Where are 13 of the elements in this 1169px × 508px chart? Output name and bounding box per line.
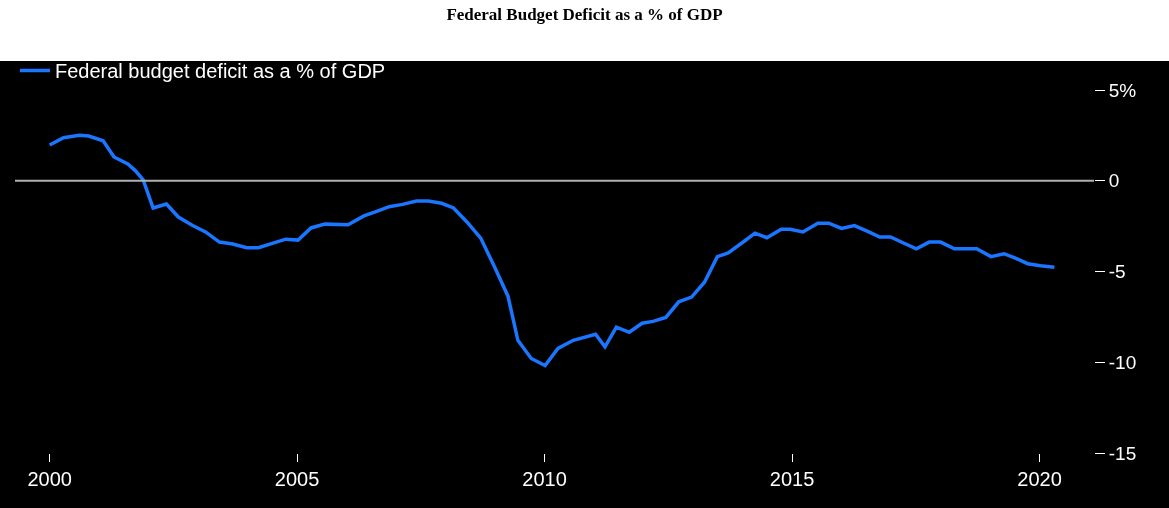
x-tick-label: 2020: [1017, 468, 1062, 490]
x-tick-label: 2000: [27, 468, 72, 490]
x-tick-label: 2015: [769, 468, 815, 490]
y-tick-label: -15: [1108, 442, 1137, 464]
y-tick-label: 0: [1108, 170, 1120, 192]
chart-title: Federal Budget Deficit as a % of GDP: [446, 4, 723, 24]
y-tick-label: -5: [1108, 261, 1126, 283]
line-series: [47, 133, 1057, 368]
legend-label: Federal budget deficit as a % of GDP: [55, 60, 386, 83]
x-tick-label: 2010: [522, 468, 567, 490]
x-tick-label: 2005: [274, 468, 320, 490]
y-tick-label: 5%: [1108, 79, 1137, 101]
y-tick-label: -10: [1108, 351, 1137, 373]
